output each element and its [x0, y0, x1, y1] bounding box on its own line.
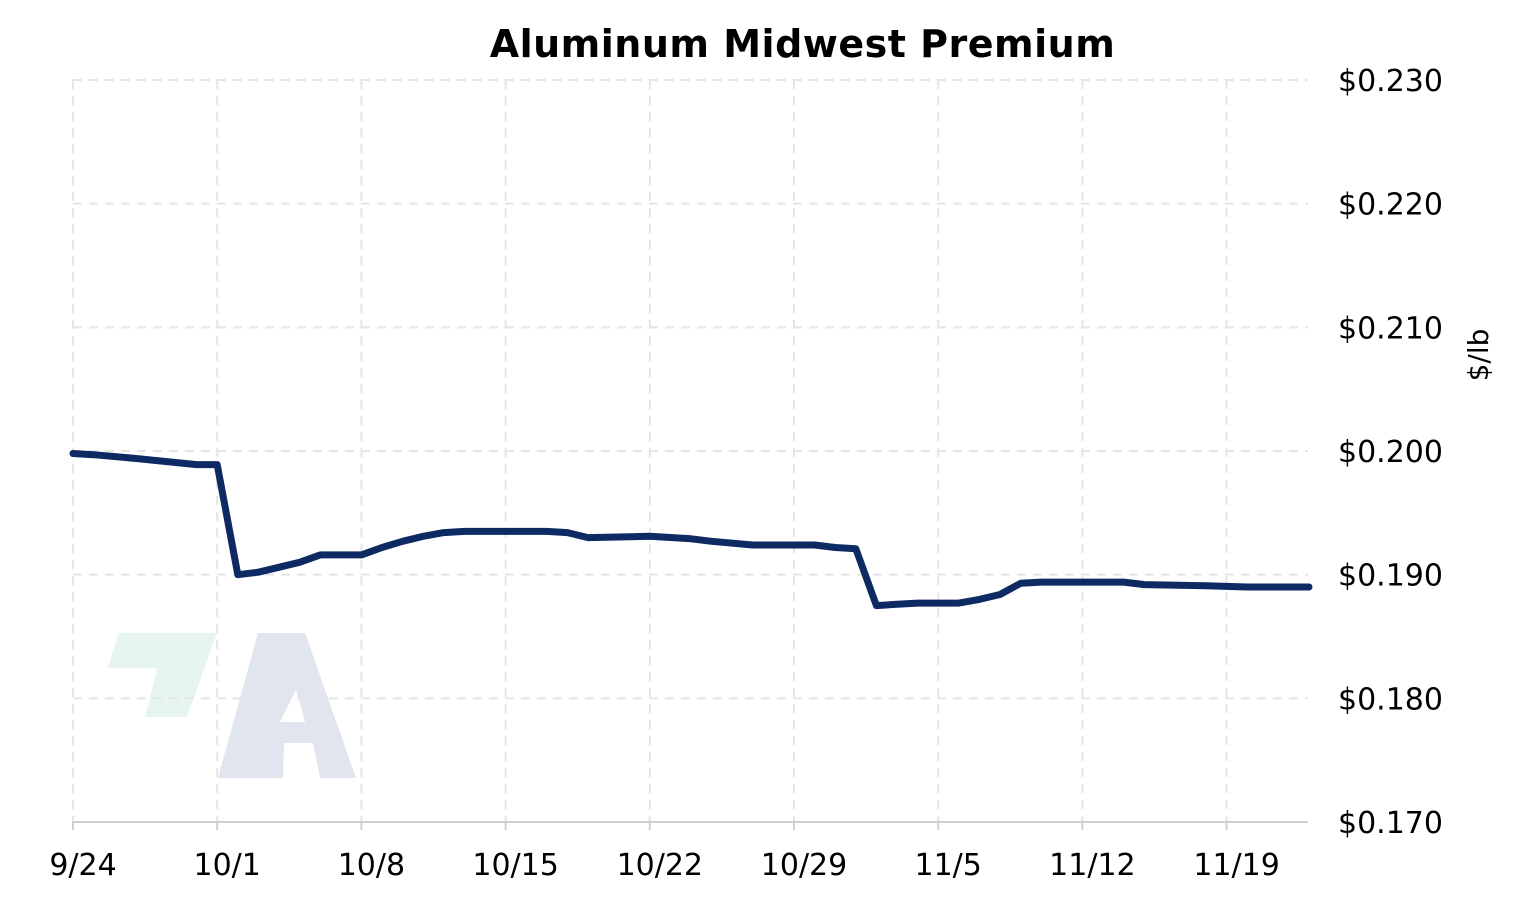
- y-tick-label: $0.190: [1338, 559, 1443, 594]
- x-tick-label: 11/12: [1049, 848, 1135, 883]
- y-tick-label: $0.210: [1338, 311, 1443, 346]
- y-tick-label: $0.180: [1338, 682, 1443, 717]
- series-group: [69, 450, 1313, 610]
- watermark-logo: [108, 633, 356, 778]
- y-axis-label: $/lb: [1462, 329, 1495, 382]
- y-tick-label: $0.170: [1338, 806, 1443, 841]
- x-tick-label: 10/22: [617, 848, 703, 883]
- x-tick-label: 10/1: [194, 848, 261, 883]
- x-tick-label: 10/15: [472, 848, 558, 883]
- y-tick-label: $0.230: [1338, 64, 1443, 99]
- x-tick-label: 11/5: [915, 848, 982, 883]
- watermark-letter-gap: [280, 690, 305, 722]
- x-tick-label: 10/8: [338, 848, 405, 883]
- x-tick-label: 10/29: [761, 848, 847, 883]
- x-tick-label: 11/19: [1193, 848, 1279, 883]
- x-axis-ticks: 9/24 10/1 10/8 10/15 10/22 10/29 11/5 11/12 11/1…: [49, 822, 1280, 883]
- chart-title: Aluminum Midwest Premium: [489, 22, 1116, 66]
- watermark-letter: [218, 633, 356, 778]
- y-tick-label: $0.220: [1338, 188, 1443, 223]
- series-line: [69, 450, 1313, 610]
- y-axis-ticks: $0.170 $0.180 $0.190 $0.200 $0.210 $0.220 $0.2…: [1338, 64, 1443, 841]
- y-tick-label: $0.200: [1338, 435, 1443, 470]
- x-tick-label: 9/24: [49, 848, 116, 883]
- watermark-mark: [108, 633, 217, 717]
